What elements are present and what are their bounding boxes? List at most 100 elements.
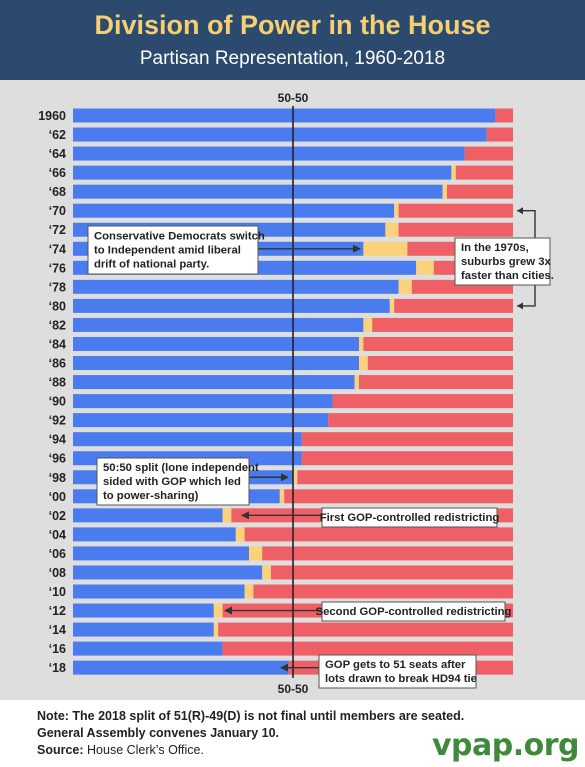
bar-rep-25	[253, 584, 513, 599]
bar-rep-6	[398, 222, 513, 237]
bar-ind-8	[416, 260, 434, 275]
year-label-2: ‘64	[49, 147, 66, 161]
bar-rep-20	[284, 489, 513, 504]
year-label-17: ‘94	[49, 433, 66, 447]
year-label-6: ‘72	[49, 223, 66, 237]
year-label-28: ‘16	[49, 642, 66, 656]
annotation-text-conservative-dems-1: to Independent amid liberal	[94, 245, 241, 257]
year-label-22: ‘04	[49, 528, 66, 542]
bar-dem-4	[73, 184, 443, 199]
bar-dem-26	[73, 603, 214, 618]
annotation-box-gop-51	[318, 654, 477, 689]
bar-dem-2	[73, 146, 465, 161]
annotation-text-conservative-dems-2: drift of national party.	[94, 259, 209, 271]
bar-dem-13	[73, 356, 359, 371]
bar-rep-22	[244, 527, 513, 542]
bar-dem-11	[73, 317, 364, 332]
annotation-box-second-redistricting	[321, 601, 506, 622]
bar-rep-19	[297, 470, 513, 485]
bar-rep-17	[301, 432, 513, 447]
year-label-9: ‘78	[49, 280, 66, 294]
annotations-layer: Conservative Democrats switch to Independ…	[87, 207, 554, 689]
bar-rep-12	[363, 336, 513, 351]
year-label-5: ‘70	[49, 204, 66, 218]
bracket-arrow-top	[517, 207, 523, 215]
note-line-1: Note: The 2018 split of 51(R)-49(D) is n…	[37, 709, 465, 723]
bar-ind-9	[398, 279, 412, 294]
bar-ind-24	[262, 565, 271, 580]
bar-ind-21	[222, 508, 232, 523]
bar-ind-11	[363, 317, 373, 332]
bar-dem-3	[73, 165, 452, 180]
annotation-text-split-5050-1: sided with GOP which led	[103, 476, 241, 488]
annotation-text-first-redistricting-0: First GOP-controlled redistricting	[320, 512, 500, 524]
bar-rep-3	[455, 165, 513, 180]
annotation-text-split-5050-2: to power-sharing)	[103, 490, 199, 502]
bar-ind-12	[359, 336, 364, 351]
bar-dem-24	[73, 565, 263, 580]
bar-dem-22	[73, 527, 236, 542]
bar-rep-14	[359, 375, 513, 390]
note-line-2: General Assembly convenes January 10.	[37, 726, 280, 740]
year-label-13: ‘86	[49, 357, 66, 371]
source-line: Source: House Clerk’s Office.	[37, 743, 204, 757]
bar-rep-10	[394, 298, 513, 313]
year-label-23: ‘06	[49, 547, 66, 561]
year-label-15: ‘90	[49, 395, 66, 409]
bar-ind-26	[213, 603, 223, 618]
tick-labels-layer: 1960 ‘62 ‘64 ‘66 ‘68 ‘70 ‘72 ‘74 ‘76 ‘78 ‘80 ‘82 ‘84…	[38, 109, 66, 675]
source-label: Source:	[37, 743, 84, 757]
bar-rep-18	[301, 451, 513, 466]
bar-dem-5	[73, 203, 395, 218]
bar-ind-20	[279, 489, 285, 504]
year-label-10: ‘80	[49, 299, 66, 313]
bar-rep-1	[486, 127, 513, 142]
year-label-24: ‘08	[49, 566, 66, 580]
year-label-12: ‘84	[49, 337, 66, 351]
bar-ind-14	[354, 375, 359, 390]
bar-rep-16	[328, 413, 513, 428]
year-label-29: ‘18	[49, 661, 66, 675]
chart-header: Division of Power in the House Partisan …	[0, 0, 585, 80]
year-label-14: ‘88	[49, 376, 66, 390]
bar-ind-25	[244, 584, 254, 599]
year-label-21: ‘02	[49, 509, 66, 523]
annotation-text-suburbs-0: In the 1970s,	[461, 242, 529, 254]
reference-label-bottom: 50-50	[278, 682, 309, 696]
annotation-text-suburbs-2: faster than cities.	[461, 270, 554, 282]
bar-rep-23	[262, 546, 513, 561]
annotation-box-first-redistricting	[321, 507, 498, 528]
annotation-box-split-5050	[96, 457, 250, 506]
bar-ind-3	[451, 165, 456, 180]
reference-label-top: 50-50	[278, 91, 309, 105]
bar-rep-15	[332, 394, 513, 409]
bar-ind-6	[385, 222, 399, 237]
bar-rep-24	[271, 565, 513, 580]
bar-dem-21	[73, 508, 223, 523]
bracket-arrow-bottom	[517, 302, 523, 310]
annotation-box-suburbs	[454, 237, 551, 286]
bar-ind-23	[249, 546, 263, 561]
bar-ind-19	[293, 470, 298, 485]
bar-rep-27	[218, 622, 513, 637]
year-label-0: 1960	[38, 109, 66, 123]
vpap-logo[interactable]: vpap.org	[432, 728, 580, 763]
bar-dem-23	[73, 546, 249, 561]
year-label-27: ‘14	[49, 623, 66, 637]
bar-dem-12	[73, 336, 359, 351]
bar-rep-11	[372, 317, 513, 332]
reference-layer: 50-50 50-50	[278, 91, 309, 696]
chart-title: Division of Power in the House	[94, 10, 491, 40]
year-label-26: ‘12	[49, 604, 66, 618]
year-label-7: ‘74	[49, 242, 66, 256]
bar-dem-25	[73, 584, 245, 599]
year-label-18: ‘96	[49, 452, 66, 466]
annotation-text-suburbs-1: suburbs grew 3x	[461, 256, 551, 268]
bar-dem-29	[73, 660, 289, 675]
year-label-20: ‘00	[49, 490, 66, 504]
bar-dem-28	[73, 641, 223, 656]
bar-rep-0	[495, 108, 513, 123]
year-label-25: ‘10	[49, 585, 66, 599]
bar-dem-1	[73, 127, 487, 142]
bar-dem-0	[73, 108, 496, 123]
